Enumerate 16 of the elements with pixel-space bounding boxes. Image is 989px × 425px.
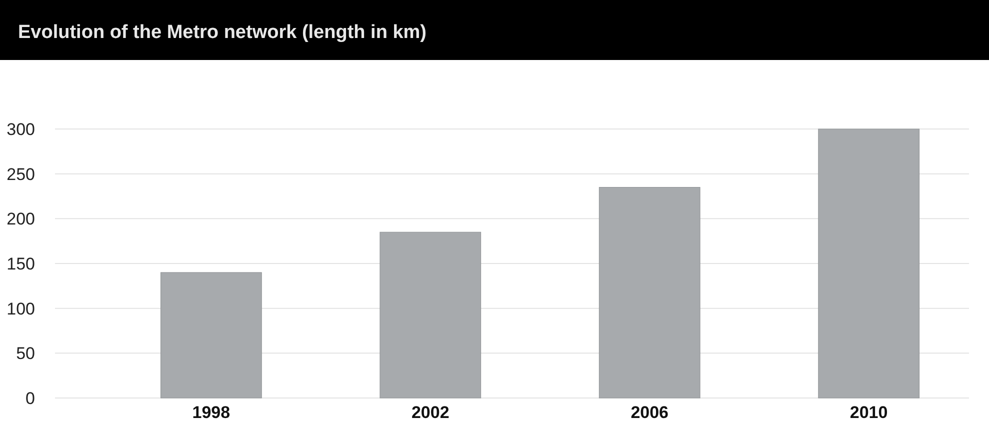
y-tick-label: 50 <box>16 344 35 364</box>
bar <box>380 232 482 398</box>
y-tick-label: 0 <box>26 388 35 408</box>
y-tick-label: 150 <box>6 254 35 274</box>
x-tick-label: 2002 <box>411 403 450 422</box>
y-tick-label: 250 <box>6 164 35 184</box>
y-tick-label: 300 <box>6 120 35 139</box>
bar <box>598 187 700 398</box>
x-tick-label: 2010 <box>850 403 888 422</box>
y-tick-label: 200 <box>6 210 35 229</box>
bar <box>818 128 920 398</box>
y-tick-label: 100 <box>6 299 35 318</box>
x-tick-label: 2006 <box>630 403 669 422</box>
x-tick-label: 1998 <box>192 403 230 422</box>
chart-title: Evolution of the Metro network (length in km) <box>18 22 426 43</box>
bar <box>160 272 262 398</box>
